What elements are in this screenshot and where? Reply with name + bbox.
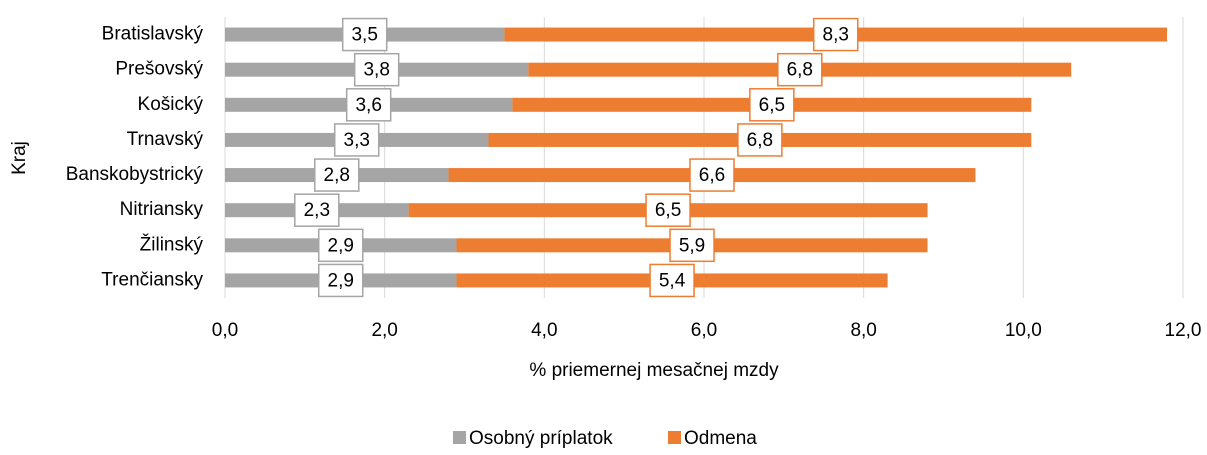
data-label-box: [318, 228, 364, 263]
data-label: 3,6: [355, 95, 381, 116]
data-label: 2,3: [304, 200, 330, 221]
data-label-box: [333, 123, 380, 157]
y-tick-label: Prešovský: [115, 59, 203, 80]
data-label-box: [749, 88, 795, 122]
data-label: 6,5: [655, 200, 681, 221]
data-label-box: [345, 88, 392, 122]
data-label: 2,9: [328, 235, 354, 256]
data-label: 6,6: [699, 165, 725, 186]
data-label: 3,3: [344, 130, 370, 151]
data-label: 8,3: [823, 25, 849, 46]
data-label-box: [341, 17, 388, 52]
x-tick-label: 6,0: [691, 320, 717, 341]
data-label-box: [353, 52, 400, 87]
data-label-box: [318, 263, 364, 298]
data-label-box: [314, 158, 360, 192]
data-label-box: [689, 158, 735, 192]
x-tick-label: 12,0: [1165, 320, 1202, 341]
y-axis-title: Kraj: [9, 141, 30, 175]
data-label-box: [812, 17, 859, 52]
y-tick-label: Košický: [138, 94, 204, 115]
data-label: 6,8: [747, 130, 773, 151]
y-tick-label: Banskobystrický: [66, 164, 204, 185]
y-tick-label: Bratislavský: [102, 24, 204, 45]
data-label-box: [669, 228, 715, 263]
x-tick-label: 4,0: [531, 320, 557, 341]
y-tick-label: Žilinský: [140, 233, 204, 255]
data-label-box: [777, 52, 823, 87]
data-label-box: [294, 193, 340, 227]
legend-label: Odmena: [684, 428, 757, 449]
legend-swatch: [453, 431, 466, 444]
y-tick-label: Trnavský: [127, 129, 204, 150]
data-label: 5,4: [659, 270, 686, 291]
x-tick-label: 0,0: [212, 320, 238, 341]
y-tick-label: Nitriansky: [120, 199, 204, 220]
legend-swatch: [668, 431, 681, 444]
data-label-box: [737, 123, 783, 157]
data-label: 2,8: [324, 165, 350, 186]
x-tick-label: 10,0: [1005, 320, 1042, 341]
data-label: 3,5: [351, 25, 377, 46]
data-label: 6,8: [787, 60, 813, 81]
data-label: 6,5: [759, 95, 785, 116]
data-label: 5,9: [679, 235, 705, 256]
x-tick-label: 2,0: [371, 320, 397, 341]
x-tick-label: 8,0: [850, 320, 876, 341]
y-tick-label: Trenčiansky: [101, 269, 203, 290]
x-axis-title: % priemernej mesačnej mzdy: [529, 360, 779, 381]
data-label-box: [645, 193, 691, 227]
data-label: 3,8: [363, 60, 389, 81]
legend-label: Osobný príplatok: [469, 428, 613, 449]
data-label-box: [649, 263, 695, 298]
data-label: 2,9: [328, 270, 354, 291]
